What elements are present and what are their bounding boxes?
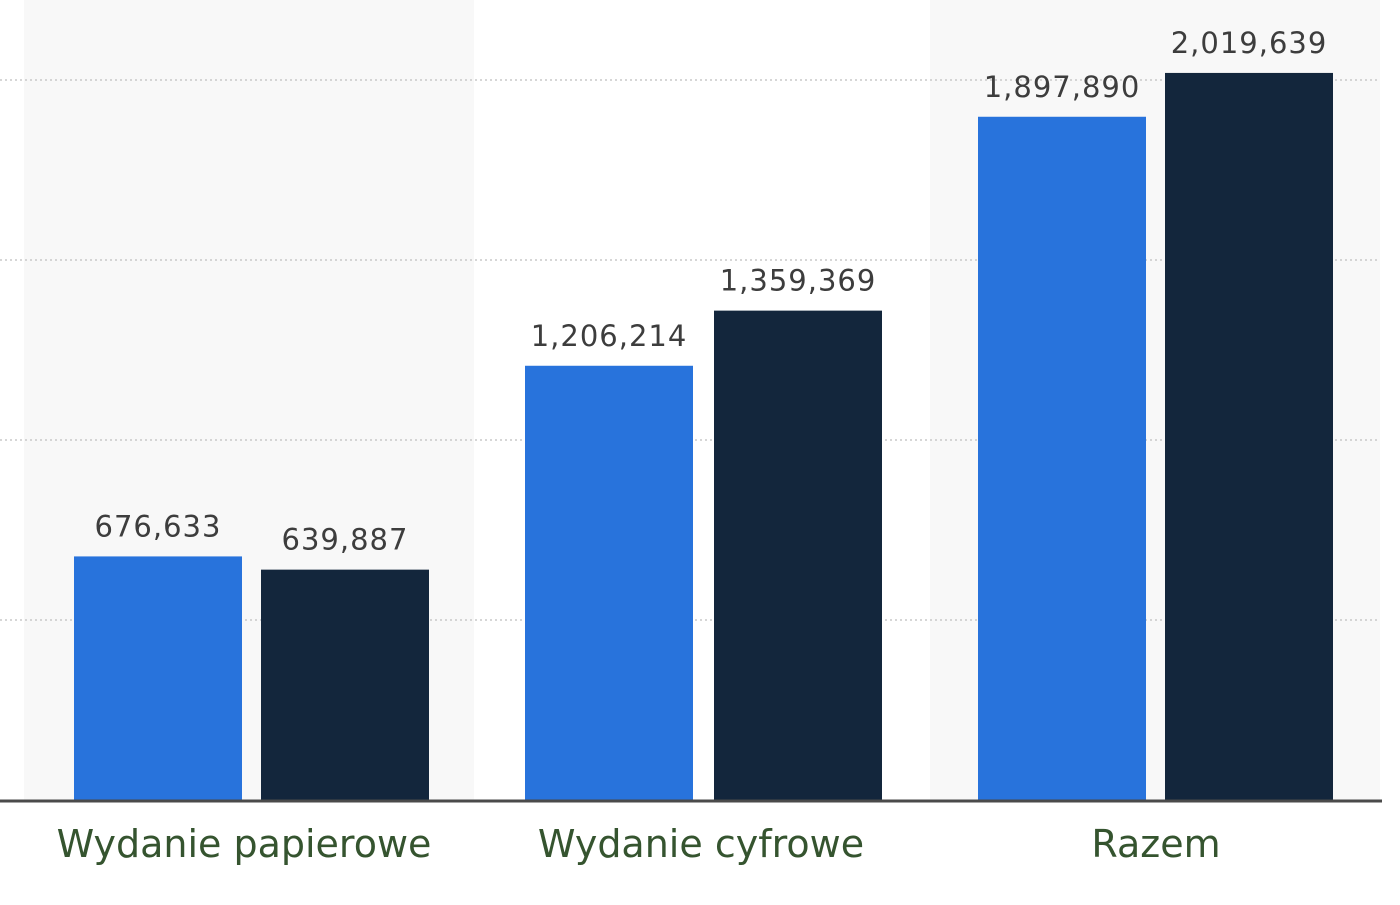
- category-label: Wydanie papierowe: [57, 822, 432, 866]
- bars-group: [74, 72, 1333, 801]
- bar-value-label: 2,019,639: [1171, 26, 1328, 60]
- category-labels-group: Wydanie papierowe Wydanie cyfrowe Razem: [57, 822, 1221, 866]
- bar-value-label: 1,206,214: [531, 319, 688, 353]
- bar: [714, 310, 882, 800]
- bar: [525, 365, 693, 800]
- bar-value-label: 676,633: [95, 509, 222, 543]
- bar: [74, 556, 242, 800]
- bar: [1165, 72, 1333, 801]
- category-label: Wydanie cyfrowe: [538, 822, 864, 866]
- bar-value-label: 1,897,890: [984, 70, 1141, 104]
- category-label: Razem: [1091, 822, 1220, 866]
- bar-value-label: 639,887: [282, 523, 409, 557]
- value-labels-group: 676,633 1,206,214 1,897,890 639,887 1,359,36…: [95, 26, 1328, 557]
- bar-value-label: 1,359,369: [720, 264, 877, 298]
- bar: [261, 569, 429, 800]
- bar: [978, 116, 1146, 801]
